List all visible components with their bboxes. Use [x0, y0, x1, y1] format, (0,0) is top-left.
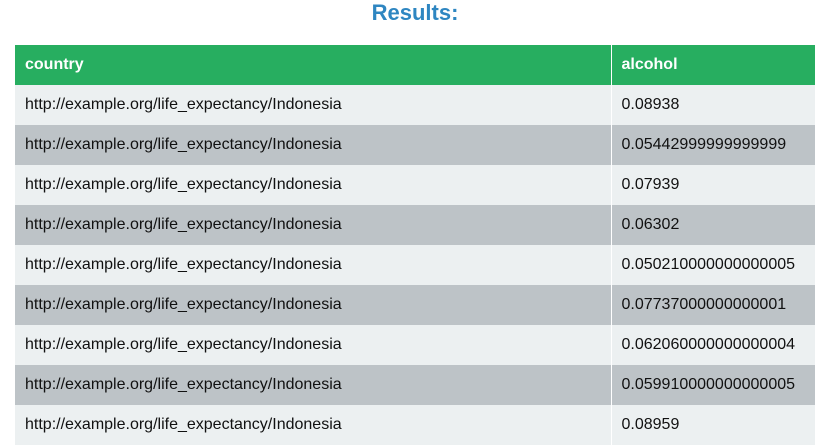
table-row: http://example.org/life_expectancy/Indon…: [15, 365, 816, 405]
column-header-country[interactable]: country: [15, 45, 612, 85]
country-cell: http://example.org/life_expectancy/Indon…: [15, 405, 612, 445]
table-row: http://example.org/life_expectancy/Indon…: [15, 325, 816, 365]
table-row: http://example.org/life_expectancy/Indon…: [15, 245, 816, 285]
table-row: http://example.org/life_expectancy/Indon…: [15, 285, 816, 325]
table-row: http://example.org/life_expectancy/Indon…: [15, 205, 816, 245]
country-cell: http://example.org/life_expectancy/Indon…: [15, 165, 612, 205]
alcohol-cell: 0.06302: [611, 205, 816, 245]
alcohol-cell: 0.08959: [611, 405, 816, 445]
table-header-row: country alcohol: [15, 45, 816, 85]
country-cell: http://example.org/life_expectancy/Indon…: [15, 285, 612, 325]
country-cell: http://example.org/life_expectancy/Indon…: [15, 85, 612, 125]
alcohol-cell: 0.050210000000000005: [611, 245, 816, 285]
country-cell: http://example.org/life_expectancy/Indon…: [15, 325, 612, 365]
alcohol-cell: 0.059910000000000005: [611, 365, 816, 405]
alcohol-cell: 0.05442999999999999: [611, 125, 816, 165]
country-cell: http://example.org/life_expectancy/Indon…: [15, 125, 612, 165]
alcohol-cell: 0.07737000000000001: [611, 285, 816, 325]
alcohol-cell: 0.062060000000000004: [611, 325, 816, 365]
alcohol-cell: 0.07939: [611, 165, 816, 205]
results-table: country alcohol http://example.org/life_…: [15, 45, 816, 445]
table-row: http://example.org/life_expectancy/Indon…: [15, 125, 816, 165]
column-header-alcohol[interactable]: alcohol: [611, 45, 816, 85]
alcohol-cell: 0.08938: [611, 85, 816, 125]
table-row: http://example.org/life_expectancy/Indon…: [15, 405, 816, 445]
country-cell: http://example.org/life_expectancy/Indon…: [15, 205, 612, 245]
country-cell: http://example.org/life_expectancy/Indon…: [15, 365, 612, 405]
table-row: http://example.org/life_expectancy/Indon…: [15, 165, 816, 205]
country-cell: http://example.org/life_expectancy/Indon…: [15, 245, 612, 285]
table-row: http://example.org/life_expectancy/Indon…: [15, 85, 816, 125]
results-title: Results:: [371, 0, 459, 25]
